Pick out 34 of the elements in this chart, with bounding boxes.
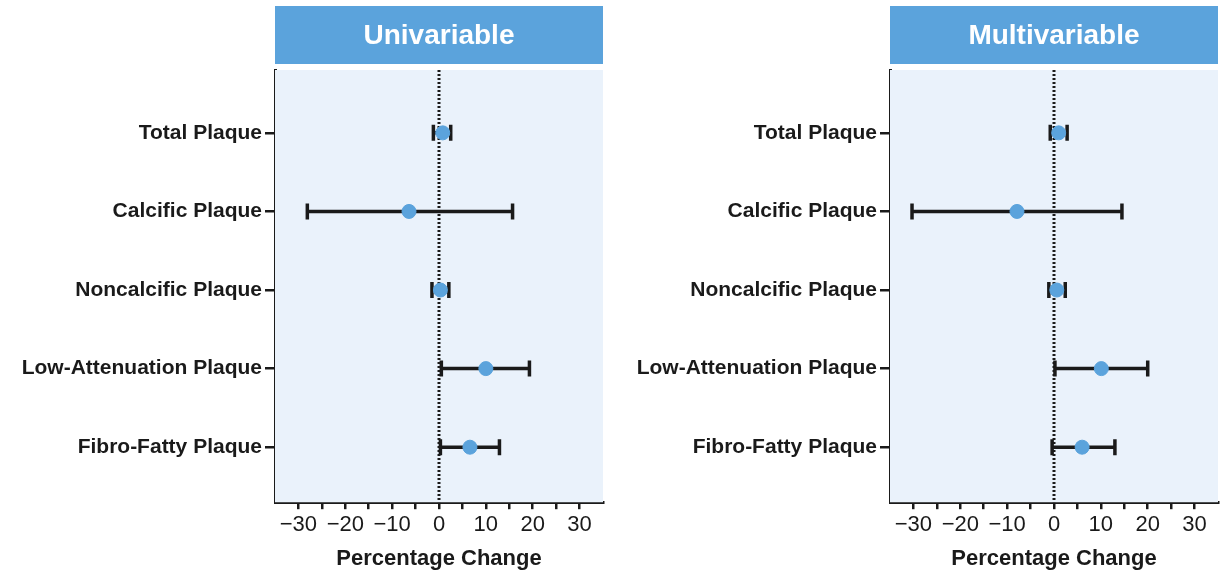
point [462, 439, 478, 455]
x-tick-label: −10 [373, 511, 411, 537]
x-tick-label: −10 [988, 511, 1026, 537]
point [1074, 439, 1090, 455]
point [1093, 361, 1109, 377]
x-tick-label: −20 [326, 511, 364, 537]
y-tick-label: Calcific Plaque [112, 198, 262, 222]
x-tick-label: 0 [432, 511, 446, 537]
point [401, 203, 417, 219]
y-tick-label: Total Plaque [138, 119, 262, 143]
point [478, 361, 494, 377]
x-tick-label: 30 [567, 511, 592, 537]
x-tick-label: 30 [1182, 511, 1207, 537]
x-axis-title: Percentage Change [951, 544, 1157, 570]
x-axis-title: Percentage Change [336, 544, 542, 570]
y-tick-label: Low-Attenuation Plaque [636, 355, 877, 379]
x-tick-label: 10 [473, 511, 499, 537]
point [1009, 203, 1025, 219]
chart-title: Multivariable [890, 6, 1218, 64]
y-tick-label: Fibro-Fatty Plaque [77, 433, 262, 457]
chart-title: Univariable [275, 6, 603, 64]
x-tick-label: 20 [1135, 511, 1160, 537]
x-tick-label: −30 [279, 511, 318, 537]
x-tick-label: −30 [894, 511, 933, 537]
x-tick-label: 20 [520, 511, 545, 537]
y-tick-label: Noncalcific Plaque [75, 276, 262, 300]
x-tick-label: 10 [1088, 511, 1114, 537]
y-tick-label: Calcific Plaque [727, 198, 877, 222]
x-tick-label: −20 [941, 511, 979, 537]
x-tick-label: 0 [1047, 511, 1061, 537]
y-tick-label: Noncalcific Plaque [690, 276, 877, 300]
y-tick-label: Total Plaque [753, 119, 877, 143]
y-tick-label: Low-Attenuation Plaque [21, 355, 262, 379]
y-tick-label: Fibro-Fatty Plaque [692, 433, 877, 457]
